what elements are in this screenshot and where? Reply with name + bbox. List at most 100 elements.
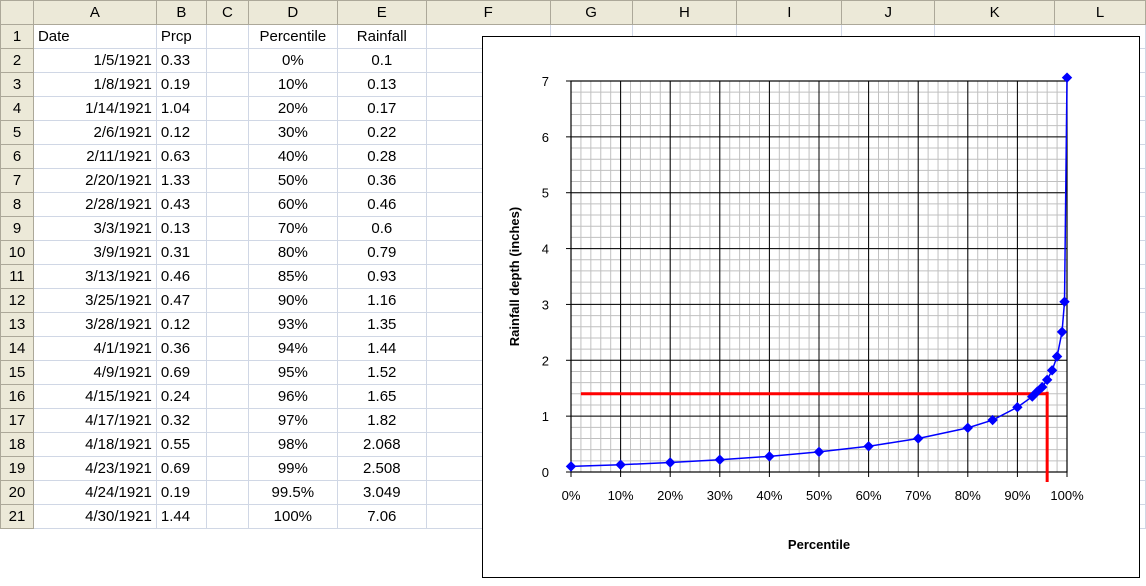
cell-a[interactable]: 3/13/1921 [32,264,157,289]
cell-e[interactable]: 0.79 [336,240,427,265]
cell-b[interactable]: Prcp [155,24,207,49]
row-header[interactable]: 8 [0,192,34,217]
cell-a[interactable]: 1/14/1921 [32,96,157,121]
cell-b[interactable]: 0.69 [155,456,207,481]
cell-c[interactable] [205,192,249,217]
cell-e[interactable]: 1.82 [336,408,427,433]
cell-a[interactable]: 3/3/1921 [32,216,157,241]
cell-a[interactable]: 3/9/1921 [32,240,157,265]
column-header-l[interactable]: L [1054,0,1146,25]
cell-e[interactable]: 0.36 [336,168,427,193]
cell-d[interactable]: 40% [247,144,338,169]
row-header[interactable]: 18 [0,432,34,457]
cell-d[interactable]: 80% [247,240,338,265]
cell-c[interactable] [205,264,249,289]
cell-d[interactable]: 99.5% [247,480,338,505]
cell-b[interactable]: 0.43 [155,192,207,217]
cell-c[interactable] [205,312,249,337]
cell-b[interactable]: 0.55 [155,432,207,457]
row-header[interactable]: 11 [0,264,34,289]
cell-e[interactable]: 1.52 [336,360,427,385]
row-header[interactable]: 20 [0,480,34,505]
cell-c[interactable] [205,120,249,145]
cell-e[interactable]: 2.068 [336,432,427,457]
cell-b[interactable]: 0.36 [155,336,207,361]
cell-b[interactable]: 0.32 [155,408,207,433]
row-header[interactable]: 13 [0,312,34,337]
cell-e[interactable]: Rainfall [336,24,427,49]
row-header[interactable]: 14 [0,336,34,361]
column-header-i[interactable]: I [736,0,843,25]
cell-c[interactable] [205,480,249,505]
cell-c[interactable] [205,336,249,361]
cell-d[interactable]: 99% [247,456,338,481]
cell-e[interactable]: 7.06 [336,504,427,529]
cell-d[interactable]: 94% [247,336,338,361]
cell-a[interactable]: 1/5/1921 [32,48,157,73]
row-header[interactable]: 15 [0,360,34,385]
cell-d[interactable]: 20% [247,96,338,121]
cell-a[interactable]: 2/20/1921 [32,168,157,193]
cell-a[interactable]: 4/30/1921 [32,504,157,529]
column-header-h[interactable]: H [631,0,738,25]
row-header[interactable]: 9 [0,216,34,241]
cell-a[interactable]: Date [32,24,157,49]
cell-b[interactable]: 0.31 [155,240,207,265]
cell-c[interactable] [205,456,249,481]
cell-b[interactable]: 1.04 [155,96,207,121]
cell-a[interactable]: 4/17/1921 [32,408,157,433]
cell-e[interactable]: 0.28 [336,144,427,169]
cell-e[interactable]: 0.13 [336,72,427,97]
cell-d[interactable]: 96% [247,384,338,409]
select-all-corner[interactable] [0,0,34,25]
cell-a[interactable]: 3/25/1921 [32,288,157,313]
column-header-g[interactable]: G [549,0,633,25]
column-header-c[interactable]: C [205,0,249,25]
cell-d[interactable]: 90% [247,288,338,313]
row-header[interactable]: 3 [0,72,34,97]
cell-c[interactable] [205,288,249,313]
cell-a[interactable]: 2/28/1921 [32,192,157,217]
cell-b[interactable]: 0.24 [155,384,207,409]
cell-c[interactable] [205,24,249,49]
percentile-rainfall-chart[interactable]: 0% 10% 20% 30% 40% 50% 60% 70% 80% 90% 100% 0 1 2 3 4 5 6… [482,36,1140,578]
row-header[interactable]: 16 [0,384,34,409]
cell-b[interactable]: 0.63 [155,144,207,169]
column-header-f[interactable]: F [425,0,551,25]
cell-a[interactable]: 4/1/1921 [32,336,157,361]
column-header-d[interactable]: D [247,0,338,25]
cell-d[interactable]: Percentile [247,24,338,49]
row-header[interactable]: 2 [0,48,34,73]
cell-c[interactable] [205,504,249,529]
cell-b[interactable]: 0.19 [155,480,207,505]
column-header-e[interactable]: E [336,0,427,25]
cell-e[interactable]: 0.46 [336,192,427,217]
cell-b[interactable]: 1.44 [155,504,207,529]
cell-b[interactable]: 0.33 [155,48,207,73]
column-header-j[interactable]: J [841,0,936,25]
cell-c[interactable] [205,144,249,169]
cell-a[interactable]: 4/24/1921 [32,480,157,505]
cell-d[interactable]: 10% [247,72,338,97]
cell-e[interactable]: 0.22 [336,120,427,145]
row-header[interactable]: 10 [0,240,34,265]
cell-c[interactable] [205,384,249,409]
cell-a[interactable]: 2/11/1921 [32,144,157,169]
cell-b[interactable]: 0.19 [155,72,207,97]
row-header[interactable]: 7 [0,168,34,193]
cell-c[interactable] [205,48,249,73]
row-header[interactable]: 5 [0,120,34,145]
cell-d[interactable]: 60% [247,192,338,217]
row-header[interactable]: 4 [0,96,34,121]
cell-b[interactable]: 0.13 [155,216,207,241]
cell-b[interactable]: 0.47 [155,288,207,313]
cell-a[interactable]: 4/15/1921 [32,384,157,409]
cell-e[interactable]: 0.17 [336,96,427,121]
row-header[interactable]: 12 [0,288,34,313]
cell-e[interactable]: 3.049 [336,480,427,505]
row-header[interactable]: 19 [0,456,34,481]
cell-d[interactable]: 50% [247,168,338,193]
row-header[interactable]: 21 [0,504,34,529]
cell-c[interactable] [205,168,249,193]
cell-e[interactable]: 1.16 [336,288,427,313]
